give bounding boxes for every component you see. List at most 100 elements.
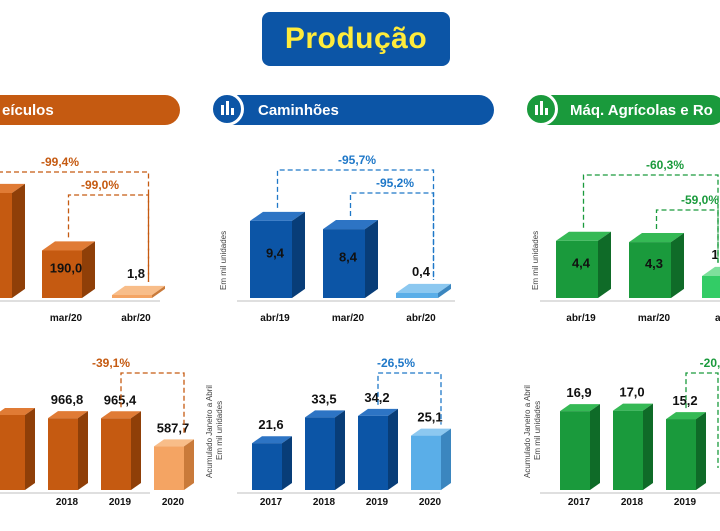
change-label: -95,2%: [376, 176, 414, 190]
bar-top: [0, 183, 25, 193]
bar-side: [184, 439, 194, 490]
data-label: 17,0: [619, 385, 644, 400]
change-bracket: [120, 372, 185, 436]
bar-side: [335, 410, 345, 490]
bar: [323, 229, 365, 298]
bar-side: [441, 428, 451, 490]
tick-label: abr/2: [715, 313, 720, 324]
change-bracket: [67, 194, 150, 282]
bar-side: [82, 241, 95, 298]
tick-label: mar/20: [50, 313, 83, 324]
bar-top: [702, 266, 720, 276]
bar-top: [411, 428, 451, 436]
bar-side: [590, 404, 600, 490]
data-label: 587,7: [157, 420, 190, 435]
data-label: 21,6: [258, 417, 283, 432]
tick-label: 2019: [674, 497, 697, 508]
bar: [250, 220, 292, 298]
bar: [48, 418, 78, 490]
bar-top: [42, 241, 95, 251]
bar-top: [396, 283, 451, 293]
bar-top: [252, 436, 292, 444]
bar-top: [112, 285, 165, 295]
bar: [112, 295, 152, 298]
tick-label: 2017: [260, 497, 283, 508]
page-title: Produção: [284, 22, 428, 55]
bar-top: [48, 411, 88, 419]
banner-caminhoes: Caminhões: [212, 95, 494, 125]
unit-note-maq: Em mil unidades: [531, 231, 540, 290]
bar: [358, 415, 388, 490]
tick-label: abr/20: [121, 313, 151, 324]
bar: [666, 419, 696, 490]
unit-note-caminhoes-2: Em mil unidades: [215, 401, 224, 460]
bar-side: [388, 408, 398, 490]
bar-chart-icon: [210, 92, 244, 126]
bar-side: [292, 211, 305, 298]
data-label: 9,4: [266, 245, 285, 260]
change-bracket: [349, 192, 435, 280]
tick-label: 2020: [162, 497, 185, 508]
bar: [411, 435, 441, 490]
banner-veiculos: eículos: [0, 95, 180, 125]
bar-top: [556, 231, 611, 241]
change-label: -95,7%: [338, 153, 376, 167]
bar: [0, 415, 25, 490]
data-label: 16,9: [566, 385, 591, 400]
page-title-box: Produção: [262, 12, 450, 66]
bar-top: [629, 233, 684, 243]
bar-side: [643, 403, 653, 490]
bar: [613, 410, 643, 490]
change-bracket: [582, 174, 719, 263]
data-label: 966,8: [51, 392, 84, 407]
bar-chart-icon: [524, 92, 558, 126]
bar: [396, 293, 438, 298]
accum-note-maq: Acumulado Janeiro a Abril: [523, 385, 532, 478]
bar-side: [152, 285, 165, 298]
change-label: -59,0%: [681, 193, 719, 207]
bar: [252, 443, 282, 490]
tick-label: 2018: [313, 497, 336, 508]
tick-label: abr/20: [406, 313, 436, 324]
bar-side: [131, 411, 141, 490]
data-label: 1: [711, 247, 718, 262]
bar-side: [365, 220, 378, 298]
accum-note-caminhoes: Acumulado Janeiro a Abril: [205, 385, 214, 478]
unit-note-caminhoes: Em mil unidades: [219, 231, 228, 290]
tick-label: mar/20: [638, 313, 671, 324]
banner-veiculos-label: eículos: [2, 101, 54, 119]
banner-maq-label: Máq. Agrícolas e Ro: [570, 101, 713, 119]
tick-label: 2018: [56, 497, 79, 508]
change-label: -39,1%: [92, 356, 130, 370]
bar-top: [613, 403, 653, 411]
bar: [629, 242, 671, 298]
tick-label: 2020: [419, 497, 442, 508]
bar: [305, 417, 335, 490]
bar-side: [282, 436, 292, 490]
bar-side: [438, 283, 451, 298]
data-label: 25,1: [417, 410, 442, 425]
data-label: 0,4: [412, 264, 431, 279]
change-bracket: [655, 209, 719, 263]
tick-label: mar/20: [332, 313, 365, 324]
change-label: -99,0%: [81, 178, 119, 192]
change-bracket: [685, 372, 719, 468]
data-label: 190,0: [50, 260, 83, 275]
bar: [0, 193, 12, 298]
banner-maq: Máq. Agrícolas e Ro: [526, 95, 720, 125]
data-label: 8,4: [339, 250, 358, 265]
data-label: 4,3: [645, 256, 663, 271]
data-label: 4,4: [572, 255, 591, 270]
tick-label: abr/19: [260, 313, 290, 324]
change-label: -20,: [700, 356, 720, 370]
bar-top: [154, 439, 194, 447]
bar: [556, 240, 598, 298]
bar-side: [78, 411, 88, 490]
bar-side: [12, 183, 25, 298]
tick-label: 2019: [109, 497, 132, 508]
tick-label: 2017: [568, 497, 591, 508]
bar: [560, 411, 590, 490]
bar-top: [358, 408, 398, 416]
bar-top: [560, 404, 600, 412]
